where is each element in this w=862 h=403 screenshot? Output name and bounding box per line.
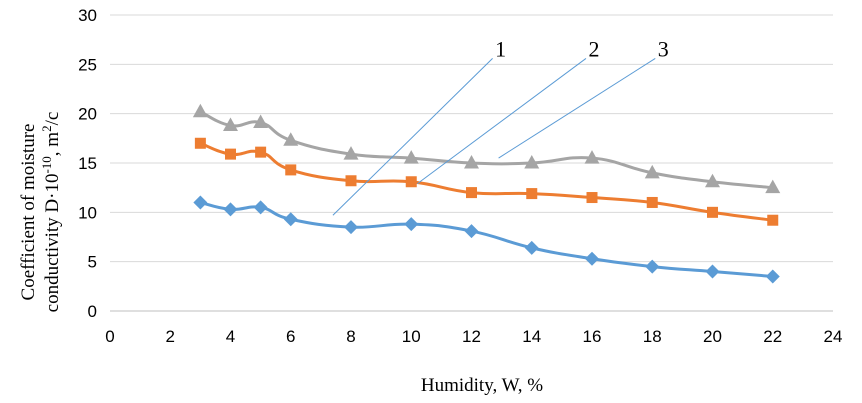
series-3-point <box>765 179 781 194</box>
callout-leader-2 <box>416 58 587 185</box>
series-3-point <box>343 146 359 160</box>
series-2-point <box>646 196 658 208</box>
series-3-point <box>253 114 269 129</box>
series-1-point <box>344 220 358 235</box>
series-2 <box>194 137 779 226</box>
y-tick-label: 30 <box>78 6 97 25</box>
series-3-point <box>192 103 208 118</box>
series-2-line <box>199 141 773 222</box>
x-axis-title: Humidity, W, % <box>421 375 543 396</box>
series-2-point <box>225 148 236 160</box>
callout-leader-3 <box>498 57 656 159</box>
y-tick-label: 20 <box>78 105 97 124</box>
series-1-point <box>705 264 720 279</box>
y-axis-title-unit: , m <box>42 132 63 157</box>
y-tick-label: 15 <box>78 154 97 173</box>
x-tick-label: 0 <box>105 327 114 346</box>
x-tick-label: 2 <box>166 327 175 346</box>
y-axis-title-exponent: -10 <box>39 156 54 173</box>
series-3-point <box>705 173 720 188</box>
series-1-point <box>585 251 599 266</box>
y-tick-label: 5 <box>88 253 97 272</box>
callout-label-1: 1 <box>495 36 506 61</box>
series-1 <box>193 195 780 284</box>
series-1-point <box>404 217 419 232</box>
series-1-line <box>200 201 773 278</box>
x-tick-label: 24 <box>824 327 843 346</box>
series-2-point <box>194 137 206 149</box>
x-tick-label: 16 <box>583 327 602 346</box>
series-group <box>192 103 781 284</box>
y-axis-title: Coefficient of moisture conductivity D·1… <box>18 112 63 313</box>
y-axis-ticks: 0 5 10 15 20 25 30 <box>78 6 97 321</box>
y-axis-title-line2: conductivity D·10-10, m2/c <box>39 112 63 313</box>
series-1-point <box>524 240 539 255</box>
series-1-point <box>223 202 238 217</box>
series-1-point <box>193 195 208 210</box>
series-2-point <box>707 206 718 218</box>
x-tick-label: 18 <box>643 327 662 346</box>
series-2-point <box>767 214 779 226</box>
series-1-point <box>645 259 660 274</box>
callout-leader-1 <box>332 58 493 216</box>
y-axis-title-unit-exponent: 2 <box>39 125 54 132</box>
series-3-point <box>584 150 600 164</box>
x-tick-label: 22 <box>763 327 782 346</box>
series-2-point <box>255 146 267 158</box>
y-tick-label: 10 <box>78 203 97 222</box>
series-1-point <box>464 224 479 239</box>
x-tick-label: 8 <box>346 327 355 346</box>
x-tick-label: 20 <box>703 327 722 346</box>
series-3-point <box>223 117 238 132</box>
x-tick-label: 14 <box>522 327 541 346</box>
x-tick-label: 10 <box>402 327 421 346</box>
series-3 <box>192 103 781 194</box>
series-2-point <box>526 188 538 200</box>
y-tick-label: 25 <box>78 55 97 74</box>
series-3-point <box>524 155 540 169</box>
callout-label-2: 2 <box>588 36 599 61</box>
y-axis-title-line1: Coefficient of moisture <box>18 124 39 301</box>
series-3-line <box>199 110 773 190</box>
x-tick-label: 4 <box>226 327 235 346</box>
series-2-point <box>466 187 477 199</box>
x-axis-ticks: 0 2 4 6 8 10 12 14 16 18 20 22 24 <box>105 327 842 346</box>
callouts-group: 1 2 3 <box>332 36 669 216</box>
x-tick-label: 6 <box>286 327 295 346</box>
series-3-point <box>464 155 479 169</box>
series-1-point <box>765 269 780 284</box>
series-2-point <box>345 175 357 187</box>
y-tick-label: 0 <box>88 302 97 321</box>
series-1-point <box>283 212 298 227</box>
series-2-point <box>586 192 598 204</box>
x-tick-label: 12 <box>462 327 481 346</box>
y-axis-title-unit-suffix: /c <box>42 112 63 126</box>
series-3-point <box>403 150 419 164</box>
callout-label-3: 3 <box>658 36 669 61</box>
series-2-point <box>285 164 297 176</box>
y-axis-title-prefix: conductivity D·10 <box>42 174 63 313</box>
series-2-point <box>405 176 417 188</box>
series-1-point <box>253 200 268 215</box>
series-3-point <box>283 132 299 146</box>
series-3-point <box>644 164 660 179</box>
